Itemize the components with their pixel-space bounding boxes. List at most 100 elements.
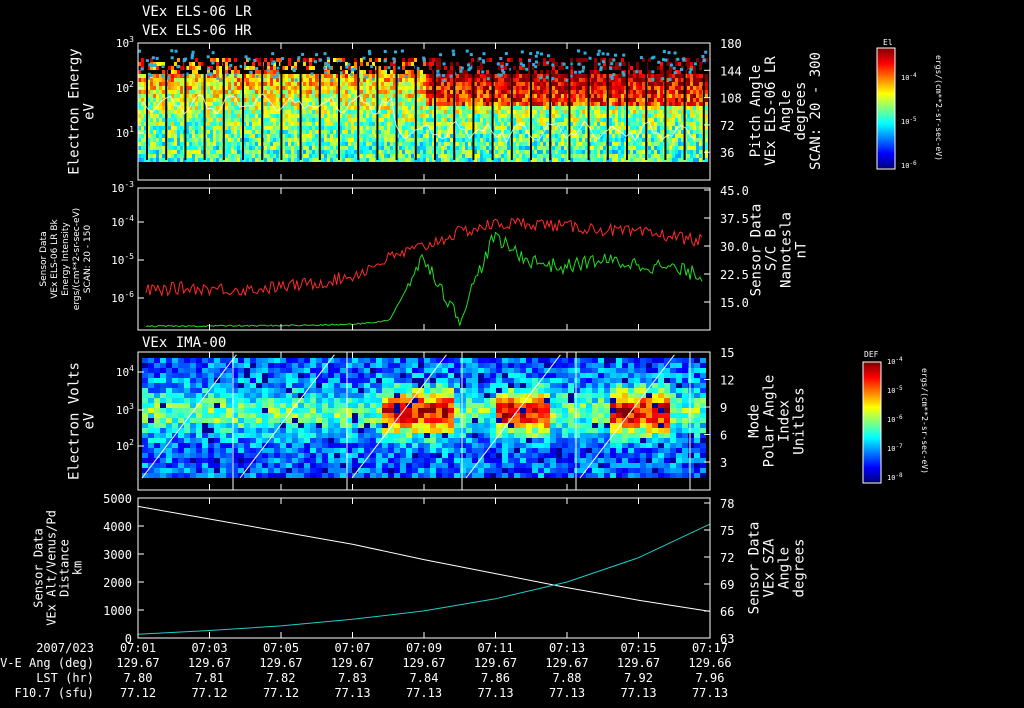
- heat-cell: [528, 58, 532, 62]
- heat-cell: [543, 154, 546, 158]
- heat-cell: [154, 463, 160, 468]
- heat-cell: [196, 398, 202, 403]
- scan-gap: [376, 62, 379, 160]
- heat-cell: [699, 154, 702, 158]
- heat-cell: [420, 98, 423, 102]
- heat-cell: [573, 86, 576, 90]
- heat-cell: [459, 114, 462, 118]
- heat-cell: [327, 118, 330, 122]
- heat-cell: [660, 94, 663, 98]
- heat-cell: [393, 150, 396, 154]
- heat-cell: [516, 154, 519, 158]
- heat-cell: [495, 98, 498, 102]
- heat-cell: [366, 146, 369, 150]
- heat-cell: [384, 102, 387, 106]
- heat-cell: [168, 66, 171, 70]
- heat-cell: [267, 146, 270, 150]
- scan-gap: [242, 62, 244, 160]
- heat-cell: [480, 98, 483, 102]
- heat-cell: [627, 146, 630, 150]
- heat-cell: [369, 58, 372, 62]
- heat-cell: [321, 82, 324, 86]
- heat-cell: [297, 58, 300, 62]
- heat-cell: [186, 102, 189, 106]
- heat-cell: [423, 74, 426, 78]
- heat-cell: [312, 118, 315, 122]
- heat-cell: [693, 74, 696, 78]
- heat-cell: [618, 130, 621, 134]
- heat-cell: [581, 69, 585, 73]
- heat-cell: [444, 158, 447, 162]
- heat-cell: [399, 78, 402, 82]
- heat-cell: [501, 142, 504, 146]
- heat-cell: [486, 98, 489, 102]
- heat-cell: [570, 142, 573, 146]
- heat-cell: [591, 98, 594, 102]
- heat-cell: [408, 154, 411, 158]
- heat-cell: [540, 130, 543, 134]
- heat-cell: [636, 150, 639, 154]
- heat-cell: [591, 118, 594, 122]
- heat-cell: [522, 142, 525, 146]
- heat-cell: [166, 418, 172, 423]
- heat-cell: [648, 118, 651, 122]
- heat-cell: [211, 51, 215, 55]
- heat-cell: [630, 106, 633, 110]
- heat-cell: [675, 154, 678, 158]
- heat-cell: [432, 82, 435, 86]
- heat-cell: [648, 130, 651, 134]
- heat-cell: [661, 77, 665, 81]
- heat-cell: [240, 150, 243, 154]
- heat-cell: [276, 122, 279, 126]
- heat-cell: [291, 102, 294, 106]
- heat-cell: [351, 146, 354, 150]
- heat-cell: [405, 114, 408, 118]
- heat-cell: [201, 106, 204, 110]
- heat-cell: [315, 106, 318, 110]
- heat-cell: [516, 134, 519, 138]
- heat-cell: [310, 72, 314, 76]
- heat-cell: [144, 94, 147, 98]
- heat-cell: [351, 94, 354, 98]
- heat-cell: [237, 82, 240, 86]
- heat-cell: [354, 90, 357, 94]
- heat-cell: [360, 138, 363, 142]
- heat-cell: [678, 130, 681, 134]
- heat-cell: [288, 146, 291, 150]
- heat-cell: [594, 142, 597, 146]
- heat-cell: [681, 86, 684, 90]
- heat-cell: [390, 70, 393, 74]
- heat-cell: [537, 90, 540, 94]
- heat-cell: [669, 110, 672, 114]
- heat-cell: [324, 74, 327, 78]
- heat-cell: [327, 138, 330, 142]
- heat-cell: [546, 98, 549, 102]
- heat-cell: [615, 134, 618, 138]
- heat-cell: [621, 142, 624, 146]
- heat-cell: [312, 90, 315, 94]
- heat-cell: [162, 158, 165, 162]
- heat-cell: [486, 77, 490, 81]
- heat-cell: [690, 118, 693, 122]
- heat-cell: [198, 154, 201, 158]
- heat-cell: [258, 130, 261, 134]
- heat-cell: [666, 94, 669, 98]
- heat-cell: [642, 134, 645, 138]
- heat-cell: [480, 126, 483, 130]
- heat-cell: [666, 86, 669, 90]
- heat-cell: [255, 106, 258, 110]
- heat-cell: [498, 102, 501, 106]
- heat-cell: [190, 358, 196, 363]
- scan-gap: [626, 62, 628, 160]
- heat-cell: [372, 74, 375, 78]
- heat-cell: [138, 49, 142, 53]
- heat-cell: [504, 158, 507, 162]
- heat-cell: [160, 468, 166, 473]
- heat-cell: [240, 74, 243, 78]
- heat-cell: [378, 58, 381, 62]
- heat-cell: [360, 154, 363, 158]
- heat-cell: [477, 102, 480, 106]
- heat-cell: [420, 86, 423, 90]
- heat-cell: [447, 146, 450, 150]
- heat-cell: [237, 78, 240, 82]
